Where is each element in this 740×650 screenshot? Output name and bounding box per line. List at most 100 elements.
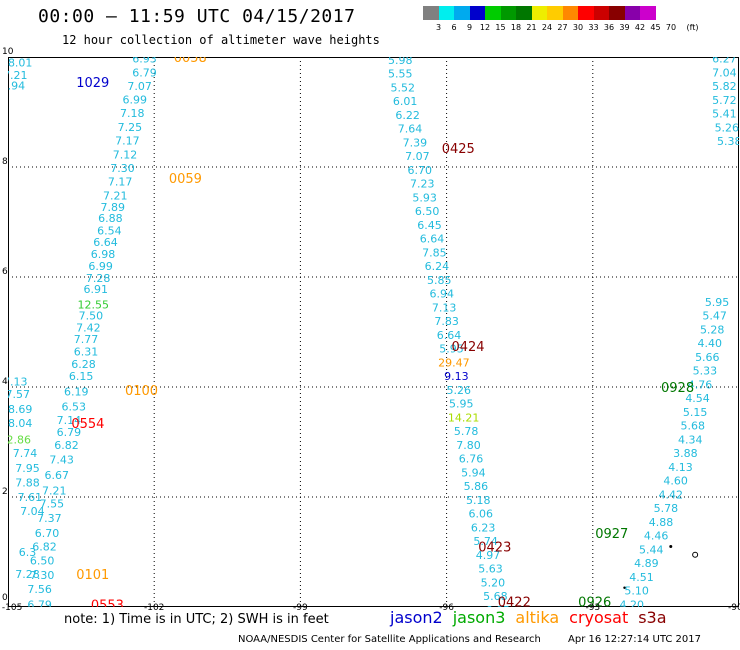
wave-height-label: 6.05 xyxy=(486,604,511,607)
wave-height-label: 5.63 xyxy=(478,563,503,576)
color-legend xyxy=(423,6,671,20)
wave-height-label: 4.76 xyxy=(688,378,713,391)
wave-height-label: 7.23 xyxy=(410,178,435,191)
wave-height-label: 7.39 xyxy=(403,136,428,149)
wave-height-label: 12.86 xyxy=(8,433,31,446)
wave-height-label: 7.17 xyxy=(115,135,140,148)
satellite-jason2: jason2 xyxy=(390,608,443,627)
legend-label: 36 xyxy=(603,23,615,32)
wave-height-label: 6.70 xyxy=(35,527,60,540)
wave-height-label: 7.14 xyxy=(57,414,82,427)
wave-height-label: 7.30 xyxy=(30,569,55,582)
wave-height-label: 5.86 xyxy=(464,480,489,493)
wave-height-label: 7.37 xyxy=(37,512,62,525)
wave-height-label: 6.79 xyxy=(132,66,157,79)
wave-height-label: 6.27 xyxy=(712,57,737,66)
wave-height-label: 4.54 xyxy=(685,392,710,405)
wave-height-label: 5.26 xyxy=(447,384,472,397)
wave-height-label: 6.54 xyxy=(97,224,122,237)
wave-height-label: 5.41 xyxy=(712,108,737,121)
wave-height-label: 7.21 xyxy=(8,69,28,82)
wave-height-label: 14.21 xyxy=(448,411,480,424)
x-tick-label: -93 xyxy=(585,603,601,613)
wave-height-label: 6.79 xyxy=(27,598,52,607)
wave-height-label: 7.25 xyxy=(118,121,143,134)
wave-height-label: 5.78 xyxy=(654,502,679,515)
wave-height-label: 7.42 xyxy=(76,322,101,335)
wave-height-label: 7.77 xyxy=(74,333,99,346)
satellite-cryosat: cryosat xyxy=(569,608,629,627)
wave-height-label: 5.98 xyxy=(388,57,413,67)
legend-label: 6 xyxy=(451,23,457,32)
wave-height-map: 6.93 6.79 7.07 6.99 7.18 7.25 7.17 7.12 7.30 7.17… xyxy=(8,57,739,607)
legend-swatch xyxy=(609,6,625,20)
y-tick-label: 10 xyxy=(2,47,14,57)
footer: NOAA/NESDIS Center for Satellite Applica… xyxy=(238,634,701,645)
wave-height-label: 6.53 xyxy=(62,400,87,413)
legend-swatch xyxy=(655,6,671,20)
legend-label: 30 xyxy=(572,23,584,32)
legend-label: 33 xyxy=(588,23,599,32)
wave-height-label: 7.80 xyxy=(456,439,481,452)
legend-label: 15 xyxy=(495,23,506,32)
wave-height-label: 4.89 xyxy=(634,557,659,570)
wave-height-label: 6.31 xyxy=(74,345,99,358)
x-tick-label: -90 xyxy=(727,603,740,613)
legend-label: 45 xyxy=(650,23,661,32)
wave-height-label: 6.64 xyxy=(437,329,462,342)
wave-height-label: 7.30 xyxy=(110,162,135,175)
wave-height-label: 5.78 xyxy=(454,425,479,438)
wave-height-label: 7.21 xyxy=(103,190,128,203)
wave-height-label: 7.18 xyxy=(120,107,145,120)
wave-height-label: 7.07 xyxy=(127,80,152,93)
legend-label: 3 xyxy=(435,23,442,32)
wave-height-label: 6.98 xyxy=(91,248,116,261)
wave-height-label: 5.85 xyxy=(427,274,452,287)
wave-height-label: 7.17 xyxy=(108,175,133,188)
legend-swatch xyxy=(423,6,439,20)
pass-time-label: 0423 xyxy=(478,541,511,556)
legend-swatch xyxy=(500,6,516,20)
x-tick-label: -105 xyxy=(1,603,23,613)
wave-height-label: 5.93 xyxy=(412,191,437,204)
satellite-legend: jason2 jason3 altika cryosat s3a xyxy=(390,608,677,627)
wave-height-label: 6.99 xyxy=(88,260,113,273)
island-marker xyxy=(669,545,673,548)
legend-swatch xyxy=(531,6,547,20)
legend-label: (ft) xyxy=(686,23,699,32)
wave-height-label: 7.13 xyxy=(432,301,457,314)
pass-time-label: 0422 xyxy=(498,596,531,608)
wave-height-label: 6.01 xyxy=(393,95,418,108)
wave-height-label: 7.89 xyxy=(101,201,126,214)
map-frame xyxy=(8,57,739,607)
wave-height-label: 8.01 xyxy=(8,57,32,70)
pass-time-label: 0425 xyxy=(442,142,475,157)
x-tick-label: -102 xyxy=(143,603,165,613)
wave-height-label: 6.67 xyxy=(44,469,69,482)
pass-time-label: 0101 xyxy=(76,568,109,583)
wave-height-label: 5.55 xyxy=(388,68,413,81)
wave-height-label: 6.64 xyxy=(93,236,118,249)
color-legend-labels: 3 6 9 12 15 18 21 24 27 30 33 36 39 42 45 70 (ft) xyxy=(423,23,740,35)
wave-height-label: 7.55 xyxy=(40,498,65,511)
timestamp-text: Apr 16 12:27:14 UTC 2017 xyxy=(568,634,701,645)
legend-label: 24 xyxy=(541,23,553,32)
wave-height-label: 6.94 xyxy=(8,80,25,93)
island-marker xyxy=(623,586,626,589)
wave-height-label: 6.93 xyxy=(132,57,157,66)
wave-height-label: 6.23 xyxy=(471,521,496,534)
wave-height-label: 5.95 xyxy=(439,343,464,356)
wave-height-label: 5.95 xyxy=(449,398,474,411)
wave-height-label: 6.3 xyxy=(19,546,37,559)
wave-height-label: 5.95 xyxy=(705,296,730,309)
wave-height-label: 6.76 xyxy=(459,453,484,466)
wave-height-label: 6.64 xyxy=(420,233,445,246)
wave-height-label: 6.82 xyxy=(54,439,79,452)
y-tick-label: 0 xyxy=(2,593,8,603)
legend-swatch xyxy=(485,6,501,20)
wave-height-label: 6.70 xyxy=(408,164,433,177)
wave-height-label: 6.99 xyxy=(122,93,147,106)
wave-height-label: 5.72 xyxy=(712,94,737,107)
wave-height-label: 6.79 xyxy=(57,426,82,439)
wave-height-label: 4.40 xyxy=(698,337,723,350)
